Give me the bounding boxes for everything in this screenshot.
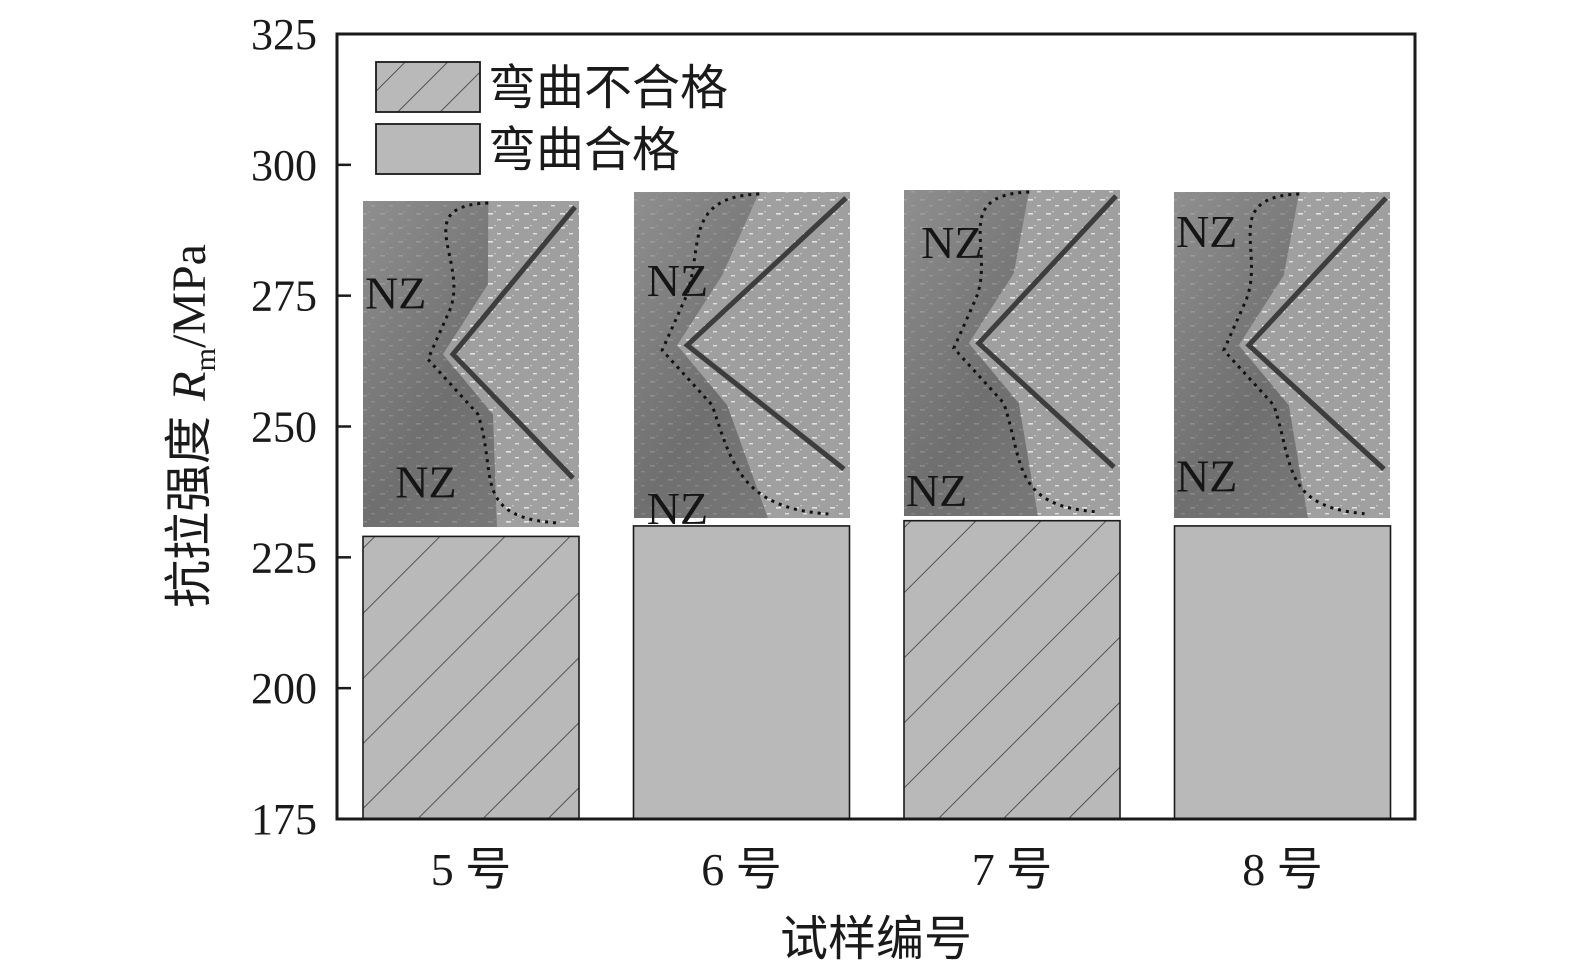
nz-label: NZ — [395, 456, 456, 507]
micrograph-insets: NZ NZ NZ NZ NZ NZ NZ NZ — [363, 190, 1390, 534]
legend-swatch-solid — [375, 123, 481, 175]
nz-label: NZ — [906, 465, 967, 516]
nz-label: NZ — [921, 217, 982, 268]
x-tick-label: 5 号 — [431, 844, 512, 895]
x-tick-label: 8 号 — [1242, 844, 1323, 895]
bar-6 — [632, 525, 851, 820]
y-axis-label: 抗拉强度 Rm/MPa — [161, 244, 222, 608]
y-axis: 175 200 225 250 275 300 325 — [251, 10, 351, 844]
x-tick-label: 6 号 — [701, 844, 782, 895]
bars-layer — [362, 519, 1392, 820]
inset-micrograph-5: NZ NZ — [363, 201, 579, 527]
bar-7 — [903, 519, 1121, 820]
x-axis: 5 号 6 号 7 号 8 号 — [431, 844, 1323, 895]
legend-swatch-hatched — [375, 61, 481, 113]
inset-micrograph-7: NZ NZ — [904, 190, 1120, 516]
nz-label: NZ — [647, 483, 708, 534]
y-tick-label: 200 — [251, 664, 317, 713]
inset-micrograph-8: NZ NZ — [1174, 192, 1390, 518]
y-tick-label: 250 — [251, 403, 317, 452]
legend-label-pass: 弯曲合格 — [488, 122, 680, 178]
bar-5 — [362, 535, 580, 820]
inset-micrograph-6: NZ NZ — [634, 192, 850, 534]
y-tick-label: 275 — [251, 272, 317, 321]
bar-8 — [1173, 525, 1392, 820]
nz-label: NZ — [1176, 206, 1237, 257]
legend: 弯曲不合格 弯曲合格 — [375, 60, 728, 178]
legend-label-fail: 弯曲不合格 — [488, 60, 728, 116]
y-tick-label: 325 — [251, 10, 317, 59]
nz-label: NZ — [365, 267, 426, 318]
y-tick-label: 300 — [251, 141, 317, 190]
y-tick-label: 175 — [251, 795, 317, 844]
nz-label: NZ — [1176, 451, 1237, 502]
x-axis-label: 试样编号 — [780, 911, 972, 967]
nz-label: NZ — [647, 255, 708, 306]
y-tick-label: 225 — [251, 533, 317, 582]
x-tick-label: 7 号 — [972, 844, 1053, 895]
